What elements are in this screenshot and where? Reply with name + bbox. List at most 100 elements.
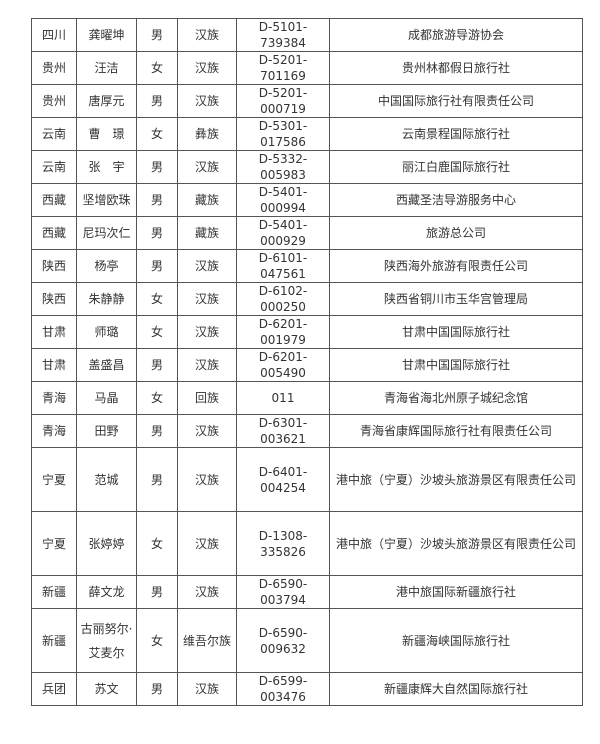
gender-cell: 女 bbox=[136, 282, 178, 316]
name-cell: 杨亭 bbox=[76, 249, 137, 283]
province-cell: 兵团 bbox=[31, 672, 77, 706]
name-cell: 范城 bbox=[76, 447, 137, 512]
ethnicity-cell: 汉族 bbox=[177, 84, 237, 118]
gender-cell: 男 bbox=[136, 18, 178, 52]
table-row: 宁夏 张婷婷女汉族 D-1308-335826 港中旅（宁夏）沙坡头旅游景区有限责任公… bbox=[31, 511, 583, 576]
gender-cell: 男 bbox=[136, 84, 178, 118]
name-cell: 薛文龙 bbox=[76, 575, 137, 609]
table-row: 西藏 坚增欧珠男藏族 D-5401-000994 西藏圣洁导游服务中心 bbox=[31, 183, 583, 217]
organization-cell: 西藏圣洁导游服务中心 bbox=[329, 183, 583, 217]
name-cell: 苏文 bbox=[76, 672, 137, 706]
organization-cell: 港中旅（宁夏）沙坡头旅游景区有限责任公司 bbox=[329, 447, 583, 512]
name-cell: 张 宇 bbox=[76, 150, 137, 184]
name-cell: 龚曜坤 bbox=[76, 18, 137, 52]
organization-cell: 云南景程国际旅行社 bbox=[329, 117, 583, 151]
gender-cell: 女 bbox=[136, 511, 178, 576]
ethnicity-cell: 汉族 bbox=[177, 511, 237, 576]
name-cell: 朱静静 bbox=[76, 282, 137, 316]
guide-id-cell: D-5201-000719 bbox=[236, 84, 330, 118]
ethnicity-cell: 汉族 bbox=[177, 672, 237, 706]
gender-cell: 男 bbox=[136, 672, 178, 706]
gender-cell: 女 bbox=[136, 315, 178, 349]
name-cell: 坚增欧珠 bbox=[76, 183, 137, 217]
ethnicity-cell: 彝族 bbox=[177, 117, 237, 151]
table-row: 甘肃 师璐女汉族 D-6201-001979 甘肃中国国际旅行社 bbox=[31, 315, 583, 349]
province-cell: 宁夏 bbox=[31, 447, 77, 512]
province-cell: 贵州 bbox=[31, 84, 77, 118]
guide-list-table: 四川 龚曜坤男汉族 D-5101-739384 成都旅游导游协会 贵州 汪洁女汉族 D-52… bbox=[31, 18, 583, 706]
table-row: 甘肃 盖盛昌男汉族 D-6201-005490 甘肃中国国际旅行社 bbox=[31, 348, 583, 382]
organization-cell: 新疆海峡国际旅行社 bbox=[329, 608, 583, 673]
province-cell: 甘肃 bbox=[31, 315, 77, 349]
table-row: 新疆 薛文龙男汉族 D-6590-003794 港中旅国际新疆旅行社 bbox=[31, 575, 583, 609]
table-row: 陕西 朱静静女汉族 D-6102-000250 陕西省铜川市玉华宫管理局 bbox=[31, 282, 583, 316]
province-cell: 新疆 bbox=[31, 608, 77, 673]
ethnicity-cell: 汉族 bbox=[177, 315, 237, 349]
ethnicity-cell: 汉族 bbox=[177, 575, 237, 609]
guide-id-cell: D-6301-003621 bbox=[236, 414, 330, 448]
ethnicity-cell: 汉族 bbox=[177, 249, 237, 283]
organization-cell: 中国国际旅行社有限责任公司 bbox=[329, 84, 583, 118]
province-cell: 宁夏 bbox=[31, 511, 77, 576]
organization-cell: 丽江白鹿国际旅行社 bbox=[329, 150, 583, 184]
guide-id-cell: D-6590-003794 bbox=[236, 575, 330, 609]
ethnicity-cell: 汉族 bbox=[177, 282, 237, 316]
guide-id-cell: D-5201-701169 bbox=[236, 51, 330, 85]
province-cell: 西藏 bbox=[31, 216, 77, 250]
guide-id-cell: D-5401-000929 bbox=[236, 216, 330, 250]
gender-cell: 女 bbox=[136, 51, 178, 85]
table-row: 西藏 尼玛次仁男藏族 D-5401-000929 旅游总公司 bbox=[31, 216, 583, 250]
ethnicity-cell: 汉族 bbox=[177, 447, 237, 512]
gender-cell: 男 bbox=[136, 447, 178, 512]
guide-id-cell: D-6590-009632 bbox=[236, 608, 330, 673]
name-cell: 唐厚元 bbox=[76, 84, 137, 118]
gender-cell: 男 bbox=[136, 216, 178, 250]
gender-cell: 男 bbox=[136, 150, 178, 184]
organization-cell: 贵州林都假日旅行社 bbox=[329, 51, 583, 85]
organization-cell: 青海省海北州原子城纪念馆 bbox=[329, 381, 583, 415]
gender-cell: 男 bbox=[136, 348, 178, 382]
guide-id-cell: D-5401-000994 bbox=[236, 183, 330, 217]
table-row: 云南曹 璟女彝族 D-5301-017586 云南景程国际旅行社 bbox=[31, 117, 583, 151]
table-row: 兵团 苏文男汉族 D-6599-003476 新疆康辉大自然国际旅行社 bbox=[31, 672, 583, 706]
name-cell: 曹 璟 bbox=[76, 117, 137, 151]
name-cell: 盖盛昌 bbox=[76, 348, 137, 382]
organization-cell: 青海省康辉国际旅行社有限责任公司 bbox=[329, 414, 583, 448]
gender-cell: 男 bbox=[136, 575, 178, 609]
table-row: 四川 龚曜坤男汉族 D-5101-739384 成都旅游导游协会 bbox=[31, 18, 583, 52]
guide-id-cell: 011 bbox=[236, 381, 330, 415]
organization-cell: 港中旅（宁夏）沙坡头旅游景区有限责任公司 bbox=[329, 511, 583, 576]
ethnicity-cell: 藏族 bbox=[177, 216, 237, 250]
guide-id-cell: D-6599-003476 bbox=[236, 672, 330, 706]
province-cell: 西藏 bbox=[31, 183, 77, 217]
guide-id-cell: D-1308-335826 bbox=[236, 511, 330, 576]
gender-cell: 女 bbox=[136, 117, 178, 151]
table-row: 青海 马晶女回族 011 青海省海北州原子城纪念馆 bbox=[31, 381, 583, 415]
province-cell: 四川 bbox=[31, 18, 77, 52]
guide-id-cell: D-5332-005983 bbox=[236, 150, 330, 184]
organization-cell: 陕西省铜川市玉华宫管理局 bbox=[329, 282, 583, 316]
organization-cell: 甘肃中国国际旅行社 bbox=[329, 348, 583, 382]
table-row: 陕西 杨亭男汉族 D-6101-047561 陕西海外旅游有限责任公司 bbox=[31, 249, 583, 283]
name-cell: 汪洁 bbox=[76, 51, 137, 85]
ethnicity-cell: 回族 bbox=[177, 381, 237, 415]
gender-cell: 男 bbox=[136, 183, 178, 217]
ethnicity-cell: 汉族 bbox=[177, 51, 237, 85]
table-row: 贵州 唐厚元男汉族 D-5201-000719 中国国际旅行社有限责任公司 bbox=[31, 84, 583, 118]
name-cell: 尼玛次仁 bbox=[76, 216, 137, 250]
organization-cell: 港中旅国际新疆旅行社 bbox=[329, 575, 583, 609]
organization-cell: 甘肃中国国际旅行社 bbox=[329, 315, 583, 349]
guide-id-cell: D-6101-047561 bbox=[236, 249, 330, 283]
gender-cell: 男 bbox=[136, 414, 178, 448]
guide-id-cell: D-6102-000250 bbox=[236, 282, 330, 316]
gender-cell: 女 bbox=[136, 381, 178, 415]
ethnicity-cell: 藏族 bbox=[177, 183, 237, 217]
organization-cell: 新疆康辉大自然国际旅行社 bbox=[329, 672, 583, 706]
table-row: 贵州 汪洁女汉族 D-5201-701169 贵州林都假日旅行社 bbox=[31, 51, 583, 85]
guide-id-cell: D-6201-001979 bbox=[236, 315, 330, 349]
province-cell: 甘肃 bbox=[31, 348, 77, 382]
province-cell: 陕西 bbox=[31, 282, 77, 316]
table-row: 云南张 宇男汉族 D-5332-005983 丽江白鹿国际旅行社 bbox=[31, 150, 583, 184]
table-row: 青海 田野男汉族 D-6301-003621 青海省康辉国际旅行社有限责任公司 bbox=[31, 414, 583, 448]
ethnicity-cell: 汉族 bbox=[177, 414, 237, 448]
